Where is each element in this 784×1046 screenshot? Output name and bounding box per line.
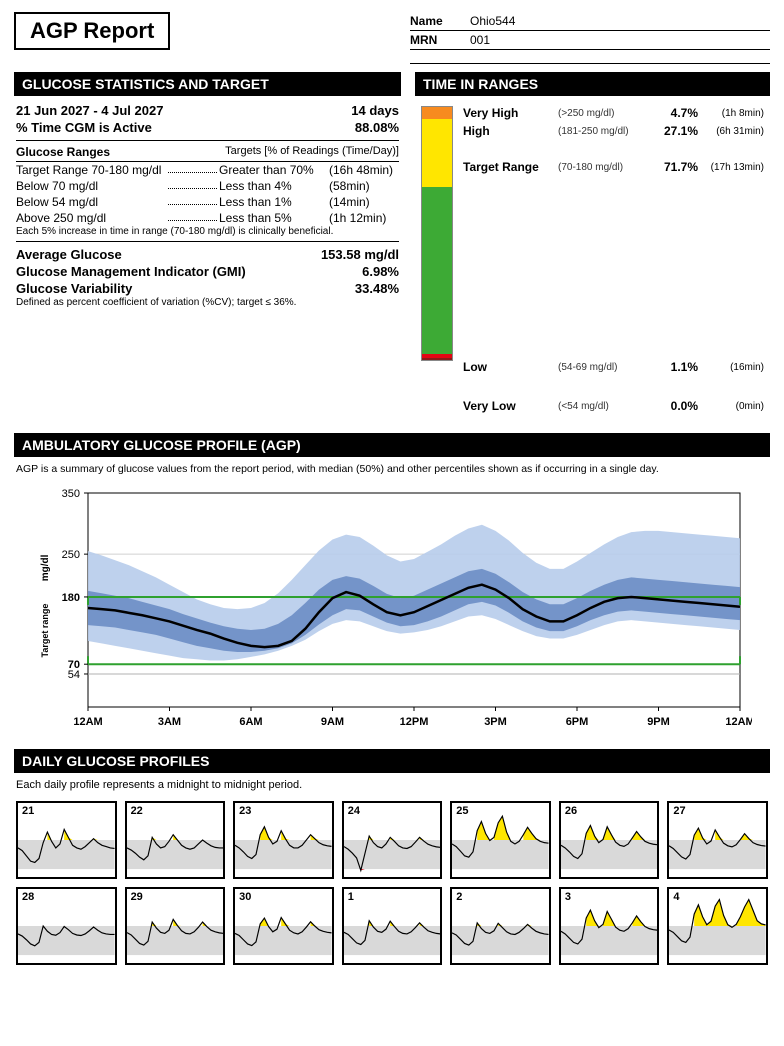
daily-cell: 22 xyxy=(125,801,226,879)
ranges-header: Glucose Ranges xyxy=(16,145,110,159)
svg-text:Target range: Target range xyxy=(40,604,50,658)
target-row: Above 250 mg/dlLess than 5%(1h 12min) xyxy=(16,210,399,226)
benefit-note: Each 5% increase in time in range (70-18… xyxy=(16,226,399,237)
daily-day-number: 24 xyxy=(348,805,360,817)
daily-cell: 1 xyxy=(342,887,443,965)
daily-day-number: 4 xyxy=(673,891,679,903)
svg-text:9PM: 9PM xyxy=(647,716,670,728)
tir-row: High(181-250 mg/dl)27.1%(6h 31min) xyxy=(463,124,764,138)
daily-cell: 21 xyxy=(16,801,117,879)
svg-text:12PM: 12PM xyxy=(400,716,429,728)
tir-row: Very Low(<54 mg/dl)0.0%(0min) xyxy=(463,399,764,413)
daily-day-number: 26 xyxy=(565,805,577,817)
target-row: Below 54 mg/dlLess than 1%(14min) xyxy=(16,194,399,210)
agp-chart: 3502501807054mg/dlTarget range12AM3AM6AM… xyxy=(32,485,752,735)
time-in-range-bar xyxy=(421,106,453,361)
svg-text:6AM: 6AM xyxy=(239,716,262,728)
mrn-label: MRN xyxy=(410,33,470,47)
daily-day-number: 21 xyxy=(22,805,34,817)
daily-cell: 26 xyxy=(559,801,660,879)
patient-mrn: 001 xyxy=(470,33,490,47)
days-count: 14 days xyxy=(351,103,399,118)
svg-text:350: 350 xyxy=(62,488,80,500)
svg-text:3AM: 3AM xyxy=(158,716,181,728)
svg-text:12AM: 12AM xyxy=(73,716,102,728)
time-in-ranges-col: TIME IN RANGES Very High(>250 mg/dl)4.7%… xyxy=(415,72,770,423)
avg-label: Average Glucose xyxy=(16,247,122,262)
var-label: Glucose Variability xyxy=(16,281,132,296)
tir-row: Target Range(70-180 mg/dl)71.7%(17h 13mi… xyxy=(463,160,764,174)
agp-note: AGP is a summary of glucose values from … xyxy=(14,457,770,485)
daily-day-number: 1 xyxy=(348,891,354,903)
daily-cell: 28 xyxy=(16,887,117,965)
daily-cell: 2 xyxy=(450,887,551,965)
name-label: Name xyxy=(410,14,470,28)
tir-row: Very High(>250 mg/dl)4.7%(1h 8min) xyxy=(463,106,764,120)
date-range: 21 Jun 2027 - 4 Jul 2027 xyxy=(16,103,163,118)
daily-day-number: 30 xyxy=(239,891,251,903)
target-rows: Target Range 70-180 mg/dlGreater than 70… xyxy=(16,162,399,226)
daily-cell: 3 xyxy=(559,887,660,965)
svg-text:54: 54 xyxy=(68,669,80,681)
daily-note: Each daily profile represents a midnight… xyxy=(14,773,770,801)
gmi-val: 6.98% xyxy=(362,264,399,279)
var-val: 33.48% xyxy=(355,281,399,296)
var-note: Defined as percent coefficient of variat… xyxy=(16,297,399,308)
daily-cell: 24 xyxy=(342,801,443,879)
target-row: Target Range 70-180 mg/dlGreater than 70… xyxy=(16,162,399,178)
daily-cell: 30 xyxy=(233,887,334,965)
targets-header: Targets [% of Readings (Time/Day)] xyxy=(225,145,399,159)
tir-segment xyxy=(422,187,452,354)
active-label: % Time CGM is Active xyxy=(16,120,152,135)
stats-header: GLUCOSE STATISTICS AND TARGET xyxy=(14,72,401,96)
daily-day-number: 22 xyxy=(131,805,143,817)
tir-row: Low(54-69 mg/dl)1.1%(16min) xyxy=(463,360,764,374)
daily-day-number: 28 xyxy=(22,891,34,903)
time-in-range-labels: Very High(>250 mg/dl)4.7%(1h 8min) High(1… xyxy=(463,106,764,421)
tir-segment xyxy=(422,107,452,119)
daily-cell: 4 xyxy=(667,887,768,965)
svg-text:3PM: 3PM xyxy=(484,716,507,728)
daily-cell: 23 xyxy=(233,801,334,879)
patient-meta: Name Ohio544 MRN 001 xyxy=(410,12,770,64)
target-row: Below 70 mg/dlLess than 4%(58min) xyxy=(16,178,399,194)
tir-segment xyxy=(422,358,452,360)
daily-day-number: 29 xyxy=(131,891,143,903)
svg-text:180: 180 xyxy=(62,592,80,604)
avg-val: 153.58 mg/dl xyxy=(321,247,399,262)
svg-text:6PM: 6PM xyxy=(566,716,589,728)
svg-text:9AM: 9AM xyxy=(321,716,344,728)
svg-text:250: 250 xyxy=(62,549,80,561)
tir-header: TIME IN RANGES xyxy=(415,72,770,96)
glucose-stats-col: GLUCOSE STATISTICS AND TARGET 21 Jun 202… xyxy=(14,72,401,423)
daily-cell: 25 xyxy=(450,801,551,879)
agp-header: AMBULATORY GLUCOSE PROFILE (AGP) xyxy=(14,433,770,457)
report-title: AGP Report xyxy=(14,12,170,50)
svg-text:mg/dl: mg/dl xyxy=(40,554,51,581)
patient-name: Ohio544 xyxy=(470,14,515,28)
daily-day-number: 23 xyxy=(239,805,251,817)
daily-day-number: 25 xyxy=(456,805,468,817)
active-pct: 88.08% xyxy=(355,120,399,135)
daily-grid: 212223242526272829301234 xyxy=(14,801,770,965)
agp-svg: 3502501807054mg/dlTarget range12AM3AM6AM… xyxy=(32,485,752,735)
daily-cell: 27 xyxy=(667,801,768,879)
report-header: AGP Report Name Ohio544 MRN 001 xyxy=(14,12,770,64)
daily-day-number: 27 xyxy=(673,805,685,817)
svg-text:12AM: 12AM xyxy=(725,716,752,728)
daily-day-number: 3 xyxy=(565,891,571,903)
daily-cell: 29 xyxy=(125,887,226,965)
daily-day-number: 2 xyxy=(456,891,462,903)
tir-segment xyxy=(422,119,452,188)
daily-header: DAILY GLUCOSE PROFILES xyxy=(14,749,770,773)
gmi-label: Glucose Management Indicator (GMI) xyxy=(16,264,246,279)
